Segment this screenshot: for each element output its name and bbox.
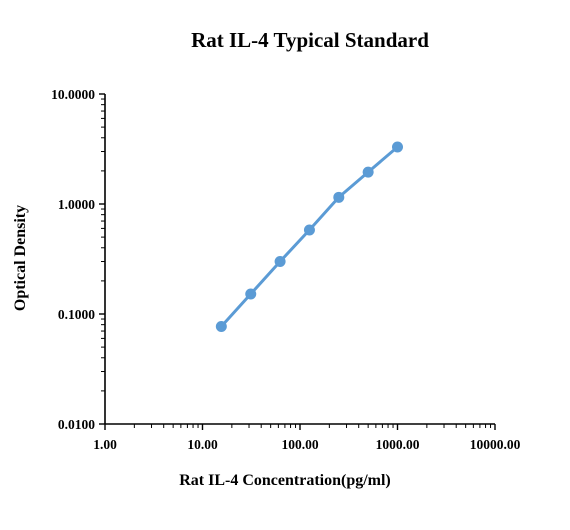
x-tick-label: 100.00: [281, 437, 318, 452]
data-point: [303, 224, 315, 236]
series-layer: [215, 141, 403, 332]
chart-title: Rat IL-4 Typical Standard: [191, 28, 429, 52]
ticks: 1.00 10.00 100.00 1000.00 10000.00 0.0100 0.10…: [51, 87, 520, 452]
x-tick-label: 1000.00: [376, 437, 420, 452]
data-point: [333, 191, 345, 203]
x-tick-label: 10000.00: [470, 437, 521, 452]
y-tick-label: 10.0000: [51, 87, 95, 102]
y-tick-label: 1.0000: [58, 197, 95, 212]
y-axis-label: Optical Density: [12, 205, 29, 311]
data-point: [362, 166, 374, 178]
data-point: [215, 320, 227, 332]
axes: [104, 94, 495, 425]
x-tick-label: 10.00: [187, 437, 218, 452]
data-point: [274, 256, 286, 268]
x-axis-label: Rat IL-4 Concentration(pg/ml): [179, 472, 391, 489]
y-tick-label: 0.0100: [58, 417, 95, 432]
y-tick-label: 0.1000: [58, 307, 95, 322]
data-point: [392, 141, 403, 153]
x-tick-label: 1.00: [93, 437, 117, 452]
data-point: [245, 288, 257, 300]
